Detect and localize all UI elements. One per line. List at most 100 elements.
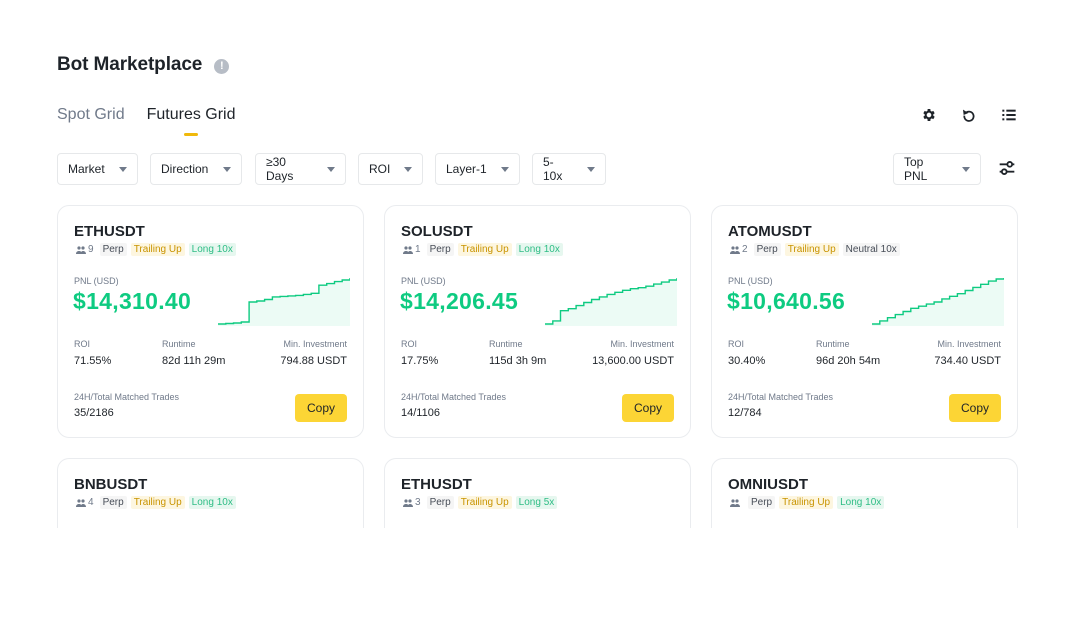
users-icon bbox=[403, 245, 413, 254]
users-icon bbox=[730, 498, 740, 507]
sparkline-line bbox=[218, 278, 350, 325]
bot-card[interactable]: SOLUSDT 1 Perp Trailing Up Long 10x PNL … bbox=[384, 205, 691, 438]
bot-tags: 2 Perp Trailing Up Neutral 10x bbox=[728, 243, 900, 256]
sort-dropdown[interactable]: Top PNL bbox=[893, 153, 981, 185]
users-count: 2 bbox=[728, 243, 750, 256]
chevron-down-icon bbox=[223, 166, 231, 172]
mode-tag: Trailing Up bbox=[457, 496, 512, 509]
market-dropdown[interactable]: Market bbox=[57, 153, 138, 185]
trades-label: 24H/Total Matched Trades bbox=[74, 392, 180, 402]
direction-tag: Neutral 10x bbox=[842, 243, 900, 256]
filter-bar: Market Direction ≥30 Days ROI Layer-1 5-… bbox=[57, 153, 1020, 185]
layer-dropdown-label: Layer-1 bbox=[446, 162, 487, 176]
direction-tag: Long 10x bbox=[188, 496, 236, 509]
bot-card[interactable]: BNBUSDT 4 Perp Trailing Up Long 10x bbox=[57, 458, 364, 528]
page-header: Bot Marketplace ! bbox=[57, 54, 230, 76]
min-investment-label: Min. Investment bbox=[283, 339, 347, 349]
users-count-value: 1 bbox=[415, 244, 421, 255]
trades-value: 14/1106 bbox=[401, 407, 440, 419]
users-icon bbox=[730, 245, 740, 254]
roi-dropdown-label: ROI bbox=[369, 162, 391, 176]
roi-label: ROI bbox=[401, 339, 418, 349]
users-count-value: 9 bbox=[88, 244, 94, 255]
users-count-value: 2 bbox=[742, 244, 748, 255]
pnl-value: $10,640.56 bbox=[727, 288, 846, 314]
tab-spot-grid[interactable]: Spot Grid bbox=[57, 106, 125, 123]
bot-card[interactable]: ATOMUSDT 2 Perp Trailing Up Neutral 10x … bbox=[711, 205, 1018, 438]
layer-dropdown[interactable]: Layer-1 bbox=[435, 153, 520, 185]
users-count: 9 bbox=[74, 243, 96, 256]
copy-button[interactable]: Copy bbox=[295, 394, 347, 422]
days-dropdown[interactable]: ≥30 Days bbox=[255, 153, 346, 185]
mode-tag: Trailing Up bbox=[130, 496, 185, 509]
bot-symbol: OMNIUSDT bbox=[728, 476, 808, 493]
bot-symbol: ETHUSDT bbox=[74, 223, 145, 240]
trades-value: 12/784 bbox=[728, 407, 762, 419]
users-icon bbox=[403, 498, 413, 507]
type-tag: Perp bbox=[99, 496, 127, 509]
bot-card[interactable]: ETHUSDT 9 Perp Trailing Up Long 10x PNL … bbox=[57, 205, 364, 438]
refresh-icon[interactable] bbox=[960, 106, 978, 124]
roi-value: 17.75% bbox=[401, 355, 439, 367]
list-view-icon[interactable] bbox=[1000, 106, 1018, 124]
market-dropdown-label: Market bbox=[68, 162, 105, 176]
roi-label: ROI bbox=[74, 339, 91, 349]
pnl-label: PNL (USD) bbox=[728, 276, 773, 286]
trades-label: 24H/Total Matched Trades bbox=[401, 392, 507, 402]
direction-tag: Long 5x bbox=[515, 496, 558, 509]
info-icon[interactable]: ! bbox=[214, 58, 230, 74]
bot-symbol: BNBUSDT bbox=[74, 476, 148, 493]
mode-tag: Trailing Up bbox=[784, 243, 839, 256]
roi-dropdown[interactable]: ROI bbox=[358, 153, 423, 185]
pnl-label: PNL (USD) bbox=[401, 276, 446, 286]
pnl-value: $14,310.40 bbox=[73, 288, 192, 314]
users-count: 4 bbox=[74, 496, 96, 509]
pnl-value: $14,206.45 bbox=[400, 288, 519, 314]
chevron-down-icon bbox=[119, 166, 127, 172]
leverage-dropdown[interactable]: 5-10x bbox=[532, 153, 606, 185]
copy-button[interactable]: Copy bbox=[949, 394, 1001, 422]
toolbar-icons bbox=[920, 106, 1018, 124]
users-count: 3 bbox=[401, 496, 423, 509]
tab-futures-grid[interactable]: Futures Grid bbox=[147, 106, 236, 136]
direction-tag: Long 10x bbox=[837, 496, 885, 509]
sparkline-area bbox=[545, 278, 677, 326]
min-investment-value: 794.88 USDT bbox=[280, 355, 347, 367]
type-tag: Perp bbox=[426, 243, 454, 256]
bot-symbol: SOLUSDT bbox=[401, 223, 473, 240]
users-count-value: 4 bbox=[88, 497, 94, 508]
bot-card[interactable]: ETHUSDT 3 Perp Trailing Up Long 5x bbox=[384, 458, 691, 528]
bot-tags: 9 Perp Trailing Up Long 10x bbox=[74, 243, 236, 256]
bot-tags: Perp Trailing Up Long 10x bbox=[728, 496, 885, 509]
min-investment-value: 734.40 USDT bbox=[934, 355, 1001, 367]
mode-tag: Trailing Up bbox=[779, 496, 834, 509]
gear-icon[interactable] bbox=[920, 106, 938, 124]
type-tag: Perp bbox=[99, 243, 127, 256]
bot-tags: 1 Perp Trailing Up Long 10x bbox=[401, 243, 563, 256]
runtime-value: 96d 20h 54m bbox=[816, 355, 881, 367]
sparkline-line bbox=[545, 278, 677, 325]
trades-label: 24H/Total Matched Trades bbox=[728, 392, 834, 402]
min-investment-label: Min. Investment bbox=[937, 339, 1001, 349]
direction-dropdown-label: Direction bbox=[161, 162, 209, 176]
chevron-down-icon bbox=[501, 166, 509, 172]
direction-dropdown[interactable]: Direction bbox=[150, 153, 242, 185]
chevron-down-icon bbox=[404, 166, 413, 172]
copy-button[interactable]: Copy bbox=[622, 394, 674, 422]
bot-card[interactable]: OMNIUSDT Perp Trailing Up Long 10x bbox=[711, 458, 1018, 528]
type-tag: Perp bbox=[753, 243, 781, 256]
runtime-label: Runtime bbox=[816, 339, 850, 349]
type-tag: Perp bbox=[426, 496, 454, 509]
pnl-sparkline bbox=[545, 278, 677, 326]
days-dropdown-label: ≥30 Days bbox=[266, 155, 294, 183]
runtime-value: 82d 11h 29m bbox=[162, 355, 226, 367]
chevron-down-icon bbox=[962, 166, 970, 172]
sort-dropdown-label: Top PNL bbox=[904, 155, 928, 183]
filter-settings-icon[interactable] bbox=[996, 157, 1018, 179]
runtime-label: Runtime bbox=[489, 339, 523, 349]
chevron-down-icon bbox=[587, 166, 595, 172]
pnl-sparkline bbox=[872, 278, 1004, 326]
roi-value: 30.40% bbox=[728, 355, 766, 367]
pnl-label: PNL (USD) bbox=[74, 276, 119, 286]
direction-tag: Long 10x bbox=[188, 243, 236, 256]
